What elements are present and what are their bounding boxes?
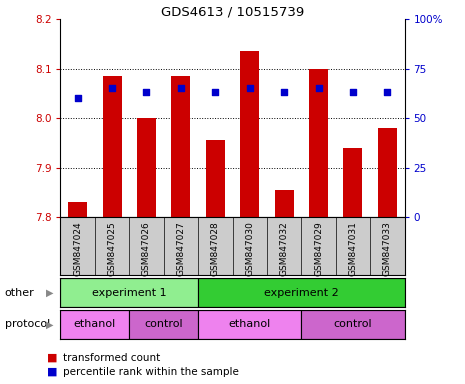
Text: control: control [333,319,372,329]
Text: GSM847029: GSM847029 [314,222,323,276]
Bar [129,310,198,339]
Text: GSM847032: GSM847032 [279,222,289,276]
Bar [68,202,87,217]
Text: ■: ■ [46,367,57,377]
Text: ethanol: ethanol [229,319,271,329]
Text: ■: ■ [46,353,57,363]
Point [177,85,185,91]
Point [246,85,253,91]
Text: transformed count: transformed count [63,353,160,363]
Bar [206,140,225,217]
Text: protocol: protocol [5,319,50,329]
Point [212,89,219,96]
Bar [344,148,362,217]
Text: GSM847030: GSM847030 [245,222,254,276]
Title: GDS4613 / 10515739: GDS4613 / 10515739 [161,5,304,18]
Point [143,89,150,96]
Bar [60,278,198,307]
Point [108,85,116,91]
Point [280,89,288,96]
Text: GSM847027: GSM847027 [176,222,186,276]
Text: GSM847024: GSM847024 [73,222,82,276]
Text: GSM847033: GSM847033 [383,222,392,276]
Point [315,85,322,91]
Bar [60,310,129,339]
Bar [378,128,397,217]
Text: experiment 2: experiment 2 [264,288,339,298]
Text: experiment 1: experiment 1 [92,288,166,298]
Text: GSM847031: GSM847031 [348,222,358,276]
Text: control: control [144,319,183,329]
Bar [137,118,156,217]
Text: percentile rank within the sample: percentile rank within the sample [63,367,239,377]
Text: ▶: ▶ [46,288,53,298]
Bar [309,69,328,217]
Text: GSM847028: GSM847028 [211,222,220,276]
Bar [198,310,301,339]
Bar [103,76,121,217]
Bar [172,76,190,217]
Text: GSM847026: GSM847026 [142,222,151,276]
Point [384,89,391,96]
Text: GSM847025: GSM847025 [107,222,117,276]
Text: other: other [5,288,34,298]
Point [74,95,81,101]
Bar [240,51,259,217]
Point [349,89,357,96]
Bar [275,190,293,217]
Bar [198,278,405,307]
Bar [301,310,405,339]
Text: ▶: ▶ [46,319,53,329]
Text: ethanol: ethanol [74,319,116,329]
